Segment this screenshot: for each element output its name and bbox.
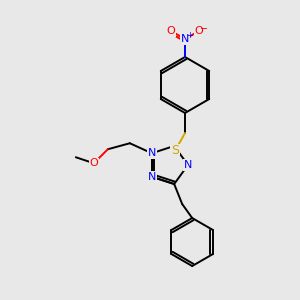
- Text: N: N: [184, 160, 192, 170]
- Text: N: N: [148, 172, 156, 182]
- Text: N: N: [181, 34, 189, 44]
- Text: +: +: [186, 31, 193, 40]
- Text: O: O: [195, 26, 203, 36]
- Text: O: O: [167, 26, 176, 36]
- Text: N: N: [148, 148, 156, 158]
- Text: O: O: [89, 158, 98, 168]
- Text: S: S: [171, 145, 179, 158]
- Text: −: −: [200, 24, 208, 34]
